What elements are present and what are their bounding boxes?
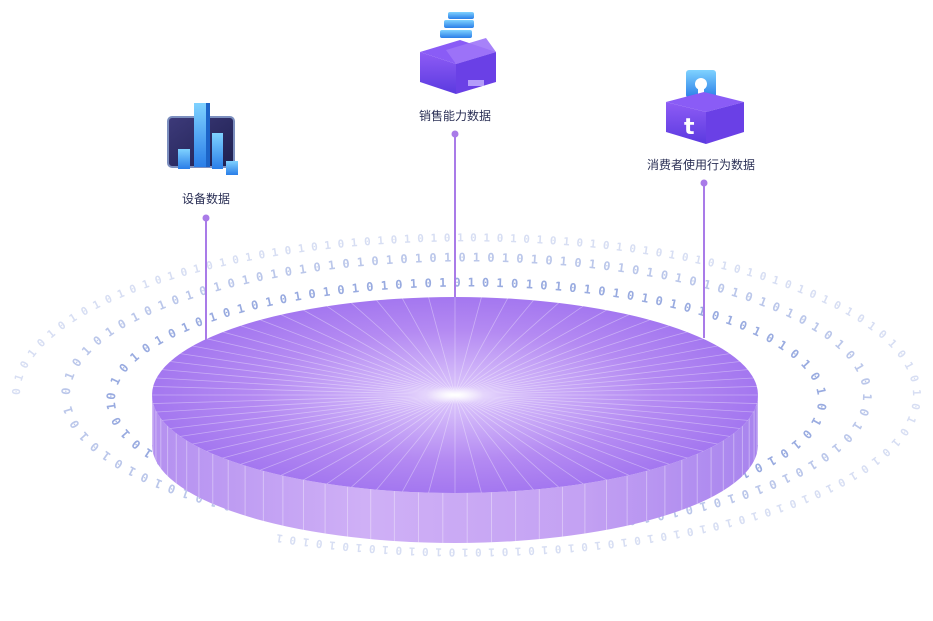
disk-ray	[180, 353, 456, 396]
disk-ray	[351, 302, 456, 396]
disk-top	[152, 297, 758, 493]
consumer-data-label: 消费者使用行为数据	[646, 158, 756, 172]
disk-ray	[156, 377, 456, 396]
disk-ray	[454, 314, 629, 396]
disk-ray	[454, 302, 559, 396]
disk-ray	[454, 394, 508, 492]
disk-ray	[454, 305, 584, 396]
disk-ray	[454, 394, 704, 452]
disk-ray	[454, 394, 748, 421]
data-platform-disk	[151, 297, 759, 543]
sales-data-label: 销售能力数据	[418, 109, 492, 123]
disk-ray	[303, 309, 456, 396]
disk-ray	[326, 394, 456, 485]
disk-ray	[206, 394, 456, 452]
disk-ray	[281, 394, 456, 476]
bar-chart-monitor-icon	[167, 103, 238, 175]
disk-ray	[281, 314, 456, 396]
disk-ray	[376, 300, 456, 396]
connector-dot-device	[202, 214, 210, 222]
svg-text:t: t	[684, 115, 695, 140]
disk-ray	[454, 331, 688, 396]
device-data-label: 设备数据	[181, 192, 231, 206]
disk-ray	[192, 394, 456, 445]
disk-ray	[162, 394, 456, 421]
disk-ray	[153, 386, 456, 396]
disk-ray	[454, 394, 482, 493]
connectors	[202, 130, 708, 340]
disk-ray	[454, 394, 650, 471]
disk-ray	[454, 394, 740, 429]
disk-ray	[454, 361, 740, 396]
disk-ray	[156, 394, 456, 413]
disk-ray	[402, 394, 456, 492]
box-with-bulb-icon: t	[666, 70, 744, 144]
disk-ray	[180, 394, 456, 437]
disk-ray	[454, 338, 704, 396]
disk-ray	[454, 309, 607, 396]
disk-ray	[351, 394, 456, 488]
disk-ray	[454, 394, 559, 488]
disk-ray	[454, 394, 757, 404]
disk-side	[152, 395, 758, 543]
disk-ray	[428, 394, 456, 493]
disk-ray	[240, 325, 456, 396]
disk-ray	[240, 394, 456, 465]
disk-ray	[454, 353, 730, 396]
disk-ray	[454, 394, 607, 481]
disk-ray	[454, 394, 534, 490]
disk-ray	[454, 369, 748, 396]
disk-ray	[454, 394, 584, 485]
disk-ray	[206, 338, 456, 396]
disk-ray	[170, 361, 456, 396]
disk-ray	[260, 319, 456, 396]
disk-ray	[162, 369, 456, 396]
box-with-coins-icon	[420, 12, 496, 94]
disk-ray	[454, 325, 670, 396]
connector-dot-sales	[451, 130, 459, 138]
disk-ray	[454, 394, 688, 459]
disk-ray	[454, 297, 482, 396]
disk-ray	[153, 394, 456, 404]
disk-ray	[303, 394, 456, 481]
disk-ray	[454, 300, 534, 396]
disk-ray	[222, 331, 456, 396]
disk-ray	[454, 394, 730, 437]
disk-ray	[454, 394, 629, 476]
disk-ray	[402, 298, 456, 396]
disk-ray	[326, 305, 456, 396]
disk-ray	[454, 394, 718, 445]
disk-ray	[428, 297, 456, 396]
disk-ray	[454, 394, 670, 465]
disk-ray	[454, 377, 754, 396]
disk-ray	[192, 345, 456, 396]
disk-ray	[454, 319, 650, 396]
disk-ray	[260, 394, 456, 471]
disk-ray	[222, 394, 456, 459]
disk-ray	[170, 394, 456, 429]
disk-ray	[454, 394, 754, 413]
disk-ray	[376, 394, 456, 490]
disk-ray	[454, 298, 508, 396]
disk-ray	[454, 345, 718, 396]
disk-ray	[454, 386, 757, 396]
connector-dot-consumer	[700, 179, 708, 187]
